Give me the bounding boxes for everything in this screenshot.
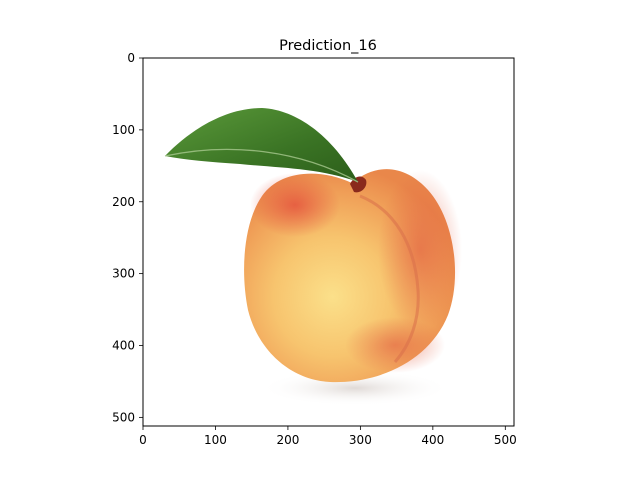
x-tick-label: 400 [421,433,444,447]
peach-blush-right [378,170,462,330]
y-tick-label: 0 [127,51,135,65]
x-tick-label: 500 [494,433,517,447]
peach-crease [359,194,420,363]
image-area [143,58,514,426]
axes-frame [142,57,515,427]
peach-blush-left [250,173,340,237]
x-tick-label: 100 [204,433,227,447]
peach-blush-bottom [345,317,445,373]
peach-shadow [260,370,450,406]
chart-title: Prediction_16 [279,38,377,54]
y-tick-label: 300 [112,267,135,281]
x-tick-label: 200 [276,433,299,447]
y-tick-label: 200 [112,195,135,209]
y-tick-label: 500 [112,410,135,424]
leaf-midrib [164,148,359,183]
x-axis: 0 100 200 300 400 500 [139,426,517,447]
leaf [165,108,358,182]
y-tick-label: 100 [112,123,135,137]
y-axis: 0 100 200 300 400 500 [112,51,143,424]
x-tick-label: 0 [139,433,147,447]
x-tick-label: 300 [349,433,372,447]
y-tick-label: 400 [112,339,135,353]
